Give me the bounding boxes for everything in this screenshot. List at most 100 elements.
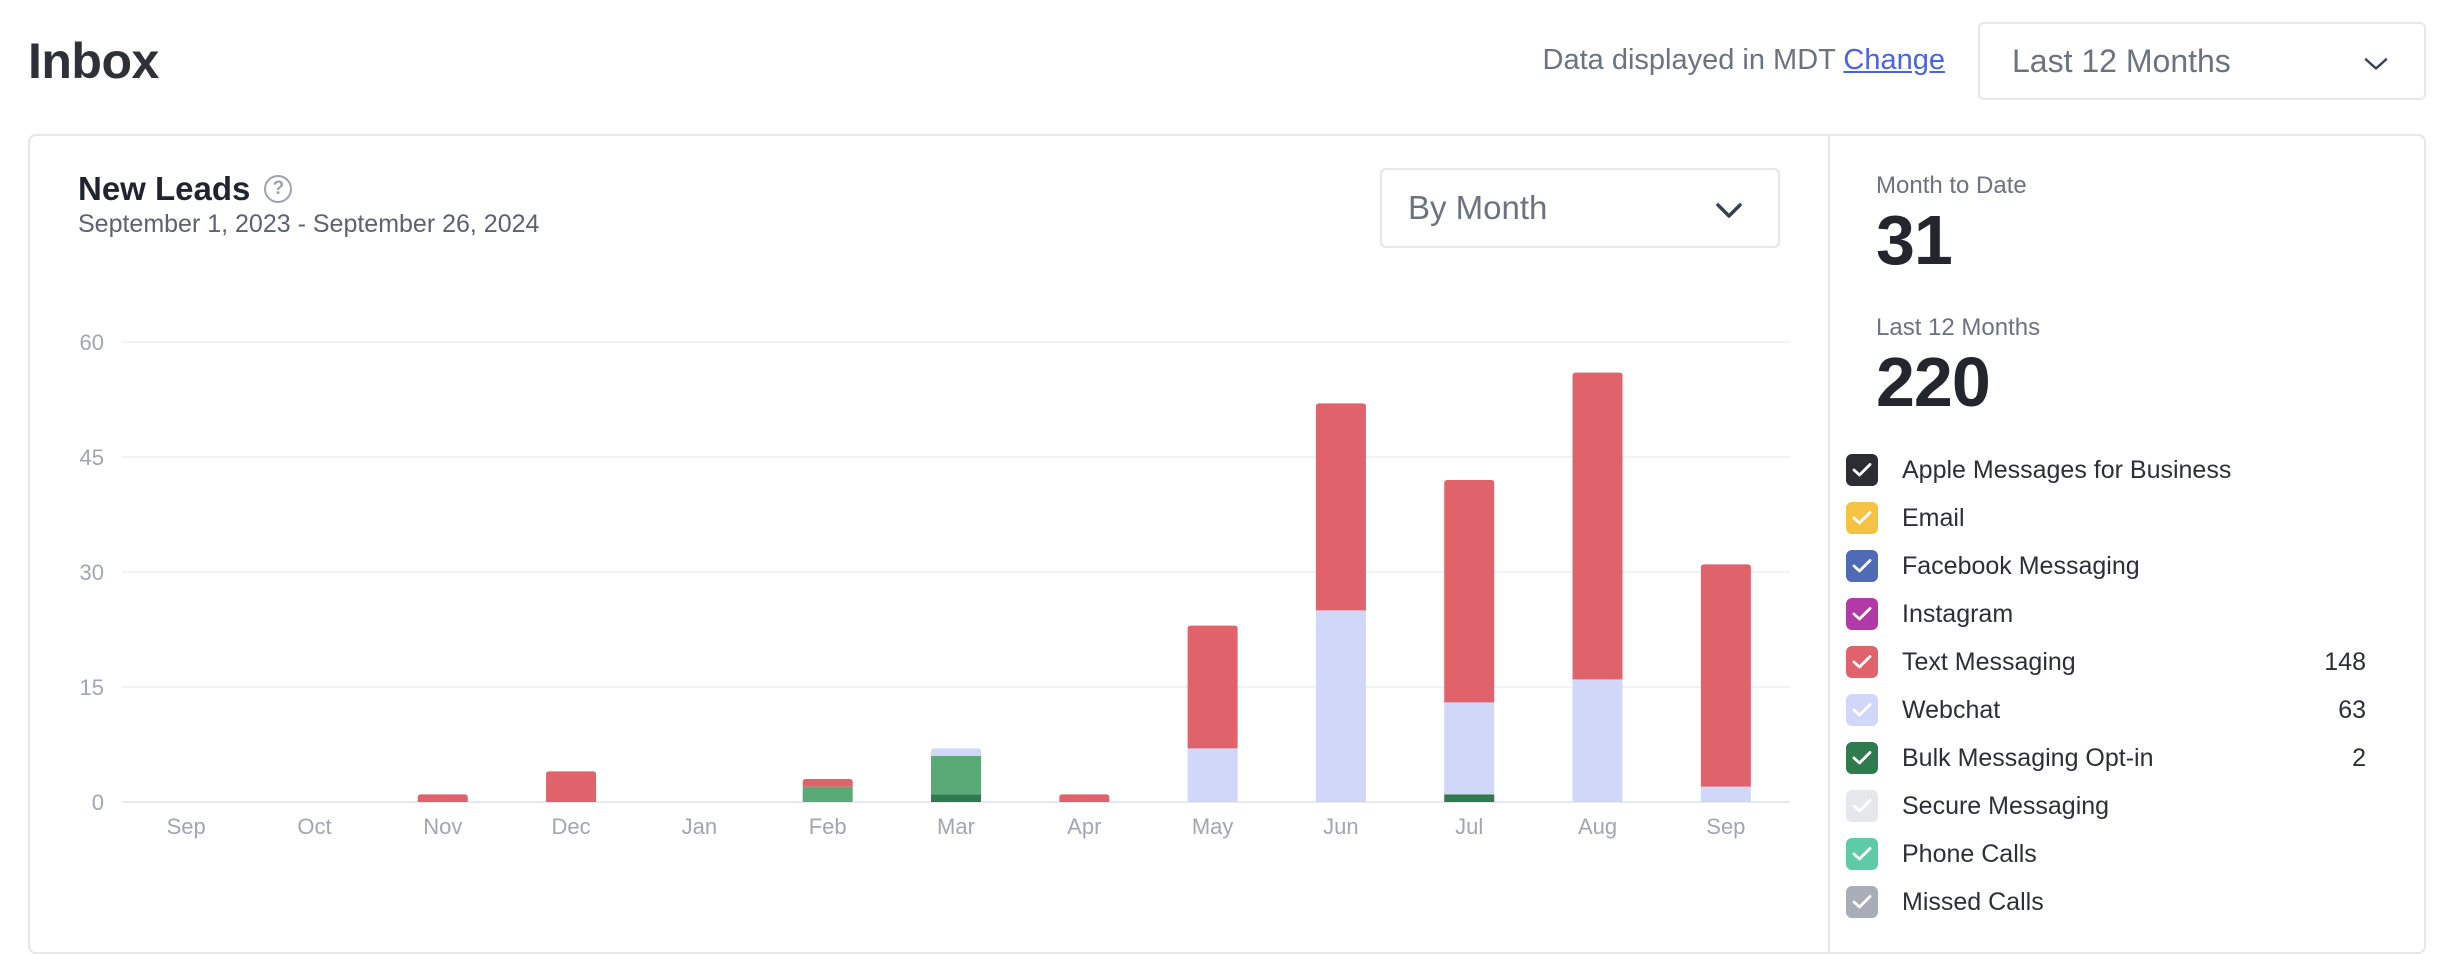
bar-segment[interactable] <box>802 779 853 787</box>
checkbox-phone[interactable] <box>1846 838 1878 870</box>
y-tick-label: 0 <box>92 790 104 815</box>
bar-segment[interactable] <box>1059 794 1110 802</box>
legend-item-bulk[interactable]: Bulk Messaging Opt-in 2 <box>1846 734 2366 782</box>
checkbox-text[interactable] <box>1846 646 1878 678</box>
bar-segment[interactable] <box>1444 480 1495 703</box>
checkbox-bulk[interactable] <box>1846 742 1878 774</box>
legend-item-webchat[interactable]: Webchat 63 <box>1846 686 2366 734</box>
chevron-down-icon <box>1716 189 1742 227</box>
chart-date-range: September 1, 2023 - September 26, 2024 <box>78 210 540 238</box>
bar-segment[interactable] <box>1700 564 1751 787</box>
check-icon <box>1852 703 1872 717</box>
legend-item-missed[interactable]: Missed Calls <box>1846 878 2366 926</box>
legend-label: Text Messaging <box>1902 647 2076 676</box>
y-tick-label: 45 <box>80 445 104 470</box>
legend-label: Phone Calls <box>1902 839 2037 868</box>
legend-count: 148 <box>2324 647 2366 676</box>
legend-item-apple[interactable]: Apple Messages for Business <box>1846 446 2366 494</box>
x-tick-label: Feb <box>809 814 847 839</box>
month-to-date-label: Month to Date <box>1876 172 2027 199</box>
check-icon <box>1852 895 1872 909</box>
y-tick-label: 30 <box>80 560 104 585</box>
legend-item-text[interactable]: Text Messaging 148 <box>1846 638 2366 686</box>
legend-label: Facebook Messaging <box>1902 551 2140 580</box>
x-tick-label: Jan <box>682 814 717 839</box>
x-tick-label: Apr <box>1067 814 1101 839</box>
check-icon <box>1852 559 1872 573</box>
legend-label: Email <box>1902 503 1965 532</box>
new-leads-chart: 0 15 30 45 60 Sep Oct Nov Dec Jan Feb Mar Apr May Jun J… <box>80 330 1790 839</box>
checkbox-facebook[interactable] <box>1846 550 1878 582</box>
bar-segment[interactable] <box>1444 794 1495 802</box>
bar-segment[interactable] <box>931 794 981 802</box>
x-tick-label: May <box>1192 814 1234 839</box>
legend-label: Webchat <box>1902 695 2001 724</box>
x-tick-label: Sep <box>167 814 206 839</box>
bar-segment[interactable] <box>802 786 853 802</box>
change-timezone-link[interactable]: Change <box>1843 44 1945 76</box>
date-range-value: Last 12 Months <box>2012 42 2231 79</box>
bar-segment[interactable] <box>1572 372 1623 680</box>
bar-segment[interactable] <box>931 756 981 795</box>
check-icon <box>1852 463 1872 477</box>
legend-label: Apple Messages for Business <box>1902 455 2232 484</box>
month-to-date-value: 31 <box>1876 201 1953 279</box>
bar-segment[interactable] <box>546 771 597 802</box>
period-select-value: By Month <box>1408 189 1548 226</box>
bar-segment[interactable] <box>1187 625 1238 749</box>
legend-item-facebook[interactable]: Facebook Messaging <box>1846 542 2366 590</box>
checkbox-secure[interactable] <box>1846 790 1878 822</box>
y-tick-label: 15 <box>80 675 104 700</box>
check-icon <box>1852 751 1872 765</box>
legend-count: 63 <box>2338 695 2366 724</box>
panel-divider <box>1828 136 1830 952</box>
period-select[interactable]: By Month <box>1380 168 1780 248</box>
channel-legend: Apple Messages for Business Email Facebook… <box>1846 446 2366 926</box>
legend-item-email[interactable]: Email <box>1846 494 2366 542</box>
legend-item-instagram[interactable]: Instagram <box>1846 590 2366 638</box>
page-title: Inbox <box>28 33 159 89</box>
bar-segment[interactable] <box>1700 786 1751 802</box>
bar-segment[interactable] <box>1572 679 1623 802</box>
legend-item-secure[interactable]: Secure Messaging <box>1846 782 2366 830</box>
chevron-down-icon <box>2364 43 2388 80</box>
checkbox-instagram[interactable] <box>1846 598 1878 630</box>
checkbox-email[interactable] <box>1846 502 1878 534</box>
new-leads-card: New Leads ? September 1, 2023 - Septembe… <box>28 134 2426 954</box>
x-tick-label: Jun <box>1323 814 1358 839</box>
x-tick-label: Aug <box>1578 814 1617 839</box>
x-tick-label: Oct <box>297 814 331 839</box>
legend-label: Missed Calls <box>1902 887 2044 916</box>
chart-title: New Leads ? <box>78 170 293 208</box>
x-tick-label: Mar <box>937 814 975 839</box>
x-tick-label: Dec <box>552 814 591 839</box>
x-tick-label: Nov <box>423 814 462 839</box>
checkbox-apple[interactable] <box>1846 454 1878 486</box>
bar-segment[interactable] <box>1315 403 1366 611</box>
timezone-note: Data displayed in MDT Change <box>1543 44 1945 77</box>
legend-label: Bulk Messaging Opt-in <box>1902 743 2154 772</box>
legend-item-phone[interactable]: Phone Calls <box>1846 830 2366 878</box>
check-icon <box>1852 511 1872 525</box>
date-range-select[interactable]: Last 12 Months <box>1978 22 2426 100</box>
check-icon <box>1852 607 1872 621</box>
last-12-months-value: 220 <box>1876 343 1991 421</box>
check-icon <box>1852 799 1872 813</box>
bar-segment[interactable] <box>1187 748 1238 802</box>
x-tick-label: Jul <box>1455 814 1483 839</box>
bar-segment[interactable] <box>931 748 981 756</box>
bar-segment[interactable] <box>1315 610 1366 802</box>
bar-segment[interactable] <box>1444 702 1495 795</box>
x-tick-label: Sep <box>1706 814 1745 839</box>
legend-count: 2 <box>2352 743 2366 772</box>
legend-label: Instagram <box>1902 599 2014 628</box>
check-icon <box>1852 847 1872 861</box>
legend-label: Secure Messaging <box>1902 791 2110 820</box>
help-icon[interactable]: ? <box>264 175 293 203</box>
bar-segment[interactable] <box>417 794 468 802</box>
checkbox-webchat[interactable] <box>1846 694 1878 726</box>
checkbox-missed[interactable] <box>1846 886 1878 918</box>
check-icon <box>1852 655 1872 669</box>
timezone-text: Data displayed in MDT <box>1542 44 1836 76</box>
chart-title-text: New Leads <box>78 170 251 207</box>
